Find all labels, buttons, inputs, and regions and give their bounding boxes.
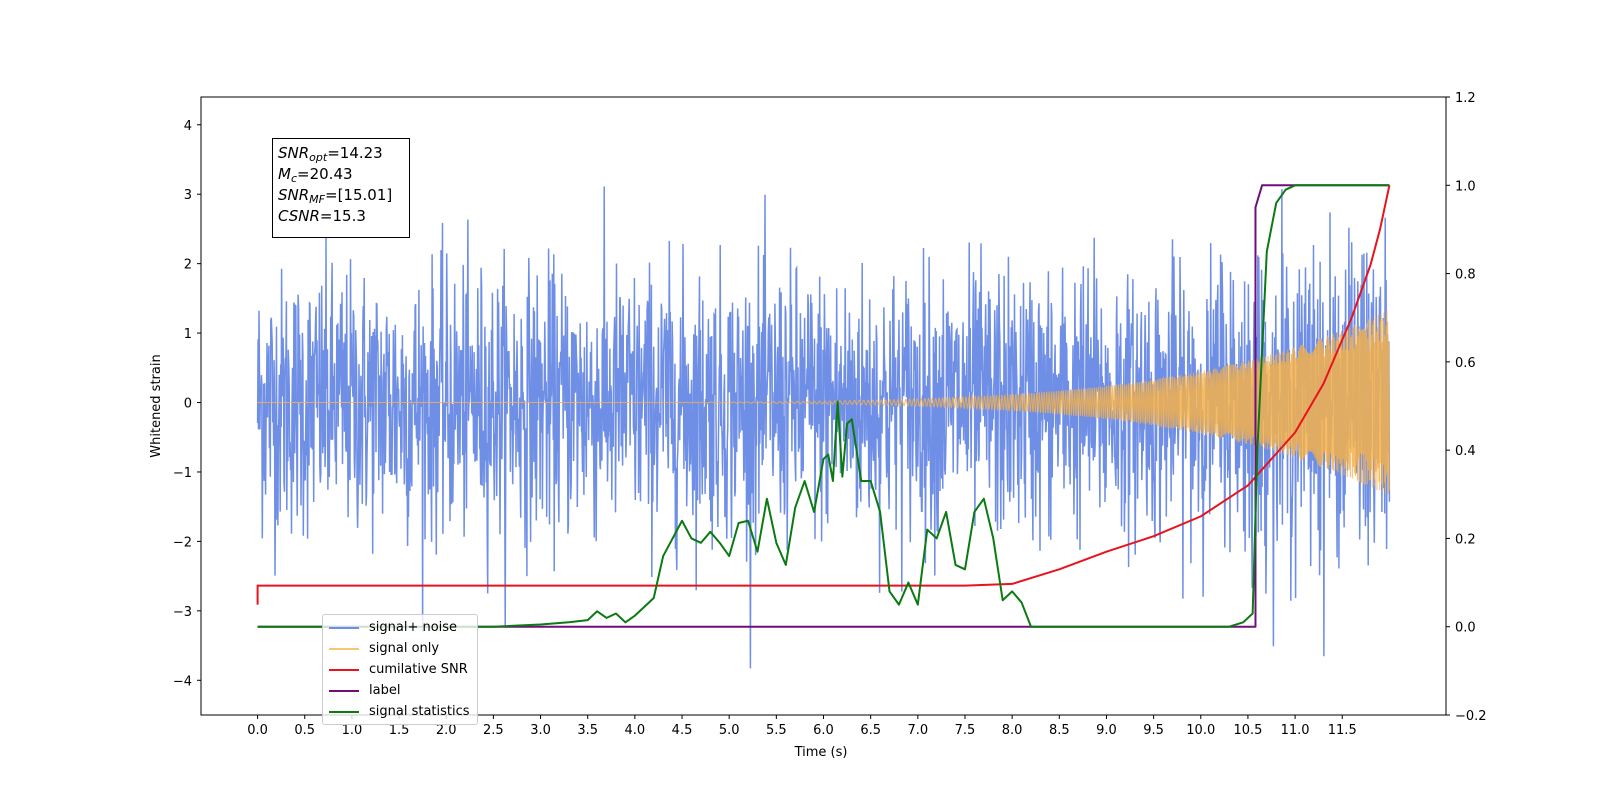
y-tick-label-right: 0.0 — [1455, 621, 1476, 636]
legend-item-signal-noise: signal+ noise — [327, 617, 477, 638]
y-tick-label-right: 0.2 — [1455, 532, 1476, 547]
y-tick-label-left: 1 — [184, 327, 192, 342]
annotation-chirp-mass: Mc=20.43 — [278, 165, 353, 185]
annotation-csnr: CSNR=15.3 — [278, 207, 366, 225]
legend-swatch — [329, 626, 359, 629]
y-tick-label-right: −0.2 — [1455, 709, 1487, 724]
annotation-snr-mf: SNRMF=[15.01] — [278, 186, 393, 206]
x-tick-label: 9.5 — [1143, 723, 1164, 738]
x-tick-label: 3.0 — [530, 723, 551, 738]
x-tick-label: 4.5 — [672, 723, 693, 738]
y-tick-label-right: 0.4 — [1455, 444, 1476, 459]
y-tick-label-right: 0.6 — [1455, 356, 1476, 371]
x-tick-label: 1.0 — [342, 723, 363, 738]
y-axis-label: Whitened strain — [149, 354, 164, 457]
legend-swatch — [329, 710, 359, 713]
legend-item-signal-statistics: signal statistics — [327, 701, 477, 722]
x-tick-label: 11.0 — [1281, 723, 1310, 738]
y-tick-label-right: 1.2 — [1455, 91, 1476, 106]
x-tick-label: 8.5 — [1049, 723, 1070, 738]
y-tick-label-left: 3 — [184, 188, 192, 203]
y-tick-label-left: 0 — [184, 397, 192, 412]
y-tick-label-left: 2 — [184, 258, 192, 273]
x-tick-label: 5.0 — [719, 723, 740, 738]
x-tick-label: 10.5 — [1233, 723, 1262, 738]
legend-swatch — [329, 668, 359, 671]
legend-item-signal-only: signal only — [327, 638, 477, 659]
annotation-snr-opt: SNRopt=14.23 — [278, 144, 383, 164]
x-tick-label: 6.5 — [860, 723, 881, 738]
x-tick-label: 2.5 — [483, 723, 504, 738]
series-signal-only — [257, 310, 1390, 495]
y-tick-label-left: −1 — [173, 466, 192, 481]
x-tick-label: 5.5 — [766, 723, 787, 738]
x-axis-label: Time (s) — [794, 745, 848, 760]
x-tick-label: 8.0 — [1002, 723, 1023, 738]
legend-item-label: label — [327, 680, 477, 701]
legend-swatch — [329, 689, 359, 692]
x-tick-label: 7.0 — [907, 723, 928, 738]
x-tick-label: 0.5 — [294, 723, 315, 738]
x-tick-label: 0.0 — [247, 723, 268, 738]
y-tick-label-left: −3 — [173, 605, 192, 620]
x-tick-label: 4.0 — [625, 723, 646, 738]
y-tick-label-left: −4 — [173, 674, 192, 689]
y-tick-label-right: 1.0 — [1455, 179, 1476, 194]
x-tick-label: 10.0 — [1186, 723, 1215, 738]
x-tick-label: 6.0 — [813, 723, 834, 738]
series-signal-statistics — [257, 184, 1390, 628]
legend: signal+ noise signal only cumilative SNR… — [322, 614, 478, 725]
x-tick-label: 2.0 — [436, 723, 457, 738]
x-tick-label: 1.5 — [389, 723, 410, 738]
snr-annotation-box: SNRopt=14.23 Mc=20.43 SNRMF=[15.01] CSNR… — [272, 138, 410, 238]
y-tick-label-right: 0.8 — [1455, 268, 1476, 283]
x-tick-label: 11.5 — [1328, 723, 1357, 738]
x-tick-label: 9.0 — [1096, 723, 1117, 738]
y-tick-label-left: −2 — [173, 535, 192, 550]
series-cumulative-snr — [256, 185, 1391, 605]
series-signal-noise — [256, 186, 1391, 669]
legend-item-cumulative-snr: cumilative SNR — [327, 659, 477, 680]
y-tick-label-left: 4 — [184, 119, 192, 134]
x-tick-label: 7.5 — [955, 723, 976, 738]
x-tick-label: 3.5 — [577, 723, 598, 738]
legend-swatch — [329, 647, 359, 650]
